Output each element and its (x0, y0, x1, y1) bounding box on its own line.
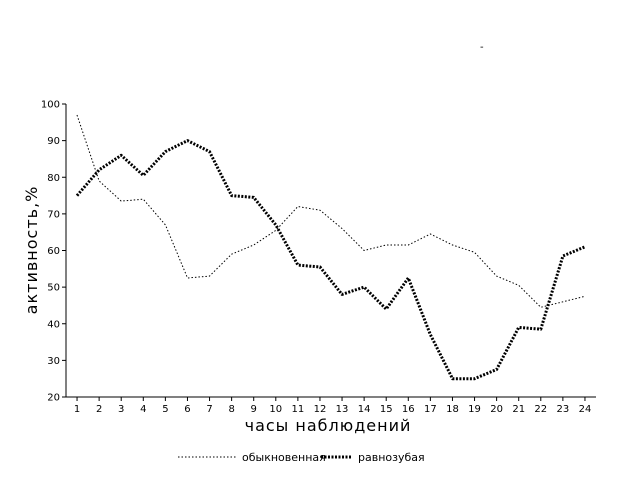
x-tick-label: 12 (314, 404, 327, 415)
x-tick-label: 22 (534, 404, 547, 415)
x-tick-label: 15 (380, 404, 393, 415)
stray-dash-mark: - (480, 42, 484, 53)
x-tick-label: 20 (490, 404, 503, 415)
x-tick-label: 24 (579, 404, 592, 415)
x-tick-label: 14 (358, 404, 371, 415)
legend-label-ravnozubaya: равнозубая (358, 451, 425, 464)
y-tick-label: 50 (47, 283, 60, 294)
x-tick-label: 10 (269, 404, 282, 415)
y-ticks: 20 30 40 50 60 70 80 90 100 (41, 100, 66, 404)
axes (65, 104, 596, 398)
series-line-0 (76, 114, 586, 308)
x-tick-label: 7 (206, 404, 212, 415)
x-tick-label: 11 (292, 404, 305, 415)
x-tick-label: 8 (228, 404, 234, 415)
y-tick-label: 80 (47, 173, 60, 184)
y-tick-label: 40 (47, 319, 60, 330)
x-tick-label: 2 (96, 404, 102, 415)
x-axis-title: часы наблюдений (245, 416, 412, 435)
y-axis-title: активность,% (22, 186, 41, 315)
x-tick-label: 21 (512, 404, 525, 415)
x-tick-label: 1 (74, 404, 80, 415)
series-layer (75, 114, 586, 381)
x-tick-label: 5 (162, 404, 168, 415)
x-tick-label: 16 (402, 404, 415, 415)
x-tick-label: 18 (446, 404, 459, 415)
x-tick-label: 19 (468, 404, 481, 415)
x-tick-label: 6 (184, 404, 190, 415)
x-tick-label: 9 (251, 404, 257, 415)
y-tick-label: 30 (47, 356, 60, 367)
x-tick-label: 3 (118, 404, 124, 415)
x-tick-label: 23 (557, 404, 570, 415)
y-tick-label: 70 (47, 209, 60, 220)
x-tick-label: 4 (140, 404, 146, 415)
x-tick-label: 13 (336, 404, 349, 415)
x-tick-label: 17 (424, 404, 437, 415)
x-ticks: 1 2 3 4 5 6 7 8 9 10 11 12 13 14 15 16 17 18 19 20 21 22 23 24 (74, 397, 591, 415)
legend: обыкновенная равнозубая (178, 451, 425, 464)
y-tick-label: 90 (47, 136, 60, 147)
y-tick-label: 60 (47, 246, 60, 257)
legend-label-obyknovennaya: обыкновенная (242, 451, 326, 464)
y-tick-label: 100 (41, 100, 60, 111)
series-line-1 (75, 139, 586, 381)
y-tick-label: 20 (47, 393, 60, 404)
